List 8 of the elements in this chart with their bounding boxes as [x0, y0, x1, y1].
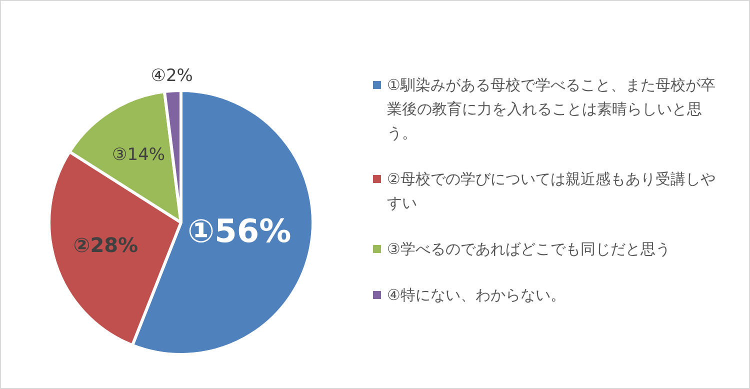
legend-label: ①馴染みがある母校で学べること、また母校が卒業後の教育に力を入れることは素晴らしいと思う。: [387, 75, 716, 144]
data-label: ③14%: [112, 145, 166, 166]
legend-label: ④特にない、わからない。: [387, 285, 566, 306]
data-label: ④2%: [150, 66, 193, 86]
data-label: ②28%: [73, 233, 138, 258]
legend-label: ②母校での学びについては親近感もあり受講しやすい: [387, 169, 716, 214]
data-label: ①56%: [188, 212, 292, 250]
legend-label: ③学べるのであればどこでも同じだと思う: [387, 239, 670, 260]
